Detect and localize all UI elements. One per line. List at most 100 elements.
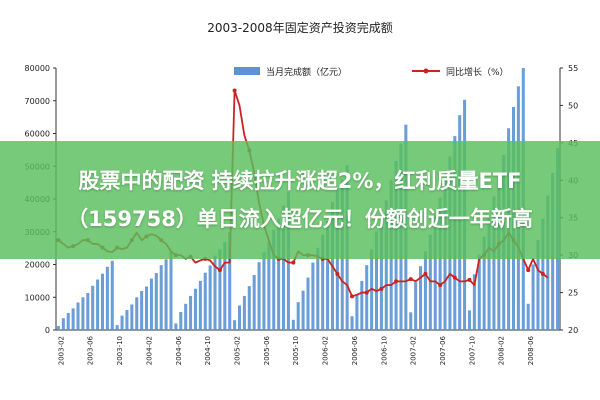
right-tick-label: 25 xyxy=(568,289,578,298)
x-tick-label: 2008-06 xyxy=(527,335,535,365)
bar-mark xyxy=(379,217,383,330)
x-tick-label: 2005-02 xyxy=(233,336,241,365)
bar-mark xyxy=(384,200,388,330)
bar-mark xyxy=(130,304,134,330)
growth-point xyxy=(423,271,428,276)
bar-mark xyxy=(282,205,286,330)
bar-mark xyxy=(71,308,75,330)
bar-mark xyxy=(145,286,149,330)
bar-mark xyxy=(81,297,85,330)
bar-mark xyxy=(277,218,281,330)
x-tick-label: 2006-06 xyxy=(351,335,359,365)
bar-mark xyxy=(546,195,550,330)
legend-marker-line xyxy=(423,68,429,74)
bar-mark xyxy=(267,241,271,330)
bar-mark xyxy=(428,234,432,330)
bar-mark xyxy=(433,215,437,330)
news-banner[interactable]: 股票中的配资 持续拉升涨超2%，红利质量ETF（159758）单日流入超亿元！份… xyxy=(0,141,600,259)
bar-mark xyxy=(536,239,540,330)
legend-label-bar: 当月完成额（亿元） xyxy=(266,66,347,78)
bar-mark xyxy=(409,312,413,330)
bar-mark xyxy=(140,291,144,330)
bar-mark xyxy=(213,255,217,330)
bar-mark xyxy=(154,273,158,330)
bar-mark xyxy=(301,290,305,330)
bar-mark xyxy=(291,319,295,330)
legend-label-line: 同比增长（%） xyxy=(446,66,509,78)
bar-mark xyxy=(374,231,379,330)
bar-mark xyxy=(184,303,188,330)
bar-mark xyxy=(526,303,530,330)
bar-mark xyxy=(149,278,153,330)
bar-mark xyxy=(487,217,491,330)
left-tick-label: 80000 xyxy=(25,64,50,73)
bar-mark xyxy=(531,264,535,330)
bar-mark xyxy=(125,310,129,330)
bar-mark xyxy=(169,251,173,330)
growth-point xyxy=(540,271,545,276)
growth-point xyxy=(291,260,296,265)
bar-mark xyxy=(321,234,325,330)
bar-mark xyxy=(326,220,330,330)
bar-mark xyxy=(419,266,423,330)
growth-point xyxy=(217,268,222,273)
bar-mark xyxy=(350,316,354,330)
x-tick-label: 2006-02 xyxy=(322,336,330,365)
x-tick-label: 2007-06 xyxy=(439,335,447,365)
bar-mark xyxy=(365,265,369,330)
bar-mark xyxy=(174,323,178,330)
x-tick-label: 2003-06 xyxy=(87,335,95,365)
legend-swatch-bar xyxy=(234,67,260,75)
growth-point xyxy=(394,279,399,284)
bar-mark xyxy=(66,312,70,330)
bar-mark xyxy=(76,302,80,330)
bar-mark xyxy=(272,229,276,330)
x-tick-label: 2003-02 xyxy=(57,336,65,365)
bar-mark xyxy=(110,260,114,330)
growth-point xyxy=(379,286,384,291)
left-tick-label: 20000 xyxy=(25,261,50,270)
bar-mark xyxy=(247,286,251,330)
bar-mark xyxy=(360,280,364,330)
x-tick-label: 2005-10 xyxy=(292,336,300,365)
bar-mark xyxy=(306,277,310,330)
bar-mark xyxy=(115,325,119,330)
bar-mark xyxy=(311,262,315,330)
bar-mark xyxy=(237,305,242,330)
bar-mark xyxy=(492,196,496,330)
left-tick-label: 60000 xyxy=(25,130,50,139)
left-tick-label: 0 xyxy=(45,326,50,335)
bar-mark xyxy=(355,293,359,330)
bar-mark xyxy=(316,247,320,330)
bar-mark xyxy=(208,265,212,330)
x-tick-label: 2008-02 xyxy=(498,336,506,365)
growth-point xyxy=(408,277,413,282)
bar-mark xyxy=(438,197,442,330)
bar-mark xyxy=(198,280,202,330)
bar-mark xyxy=(423,251,427,330)
bar-mark xyxy=(262,252,266,330)
growth-point xyxy=(452,275,457,280)
bar-mark xyxy=(257,262,261,330)
bar-mark xyxy=(482,236,486,330)
left-tick-label: 10000 xyxy=(25,293,50,302)
x-tick-label: 2005-06 xyxy=(263,335,271,365)
bar-mark xyxy=(335,188,339,330)
bar-mark xyxy=(472,274,476,330)
growth-point xyxy=(526,268,531,273)
growth-point xyxy=(467,277,472,282)
right-tick-label: 20 xyxy=(568,326,578,335)
bar-mark xyxy=(159,265,163,330)
bar-mark xyxy=(477,254,481,330)
bar-mark xyxy=(179,311,183,330)
bar-mark xyxy=(223,241,227,330)
bar-mark xyxy=(86,292,90,330)
bar-mark xyxy=(414,282,418,330)
bar-mark xyxy=(61,318,65,330)
news-headline[interactable]: 股票中的配资 持续拉升涨超2%，红利质量ETF（159758）单日流入超亿元！份… xyxy=(67,169,533,231)
growth-point xyxy=(232,88,237,93)
bar-mark xyxy=(193,288,197,330)
right-tick-label: 55 xyxy=(568,64,578,73)
bar-mark xyxy=(164,259,168,330)
